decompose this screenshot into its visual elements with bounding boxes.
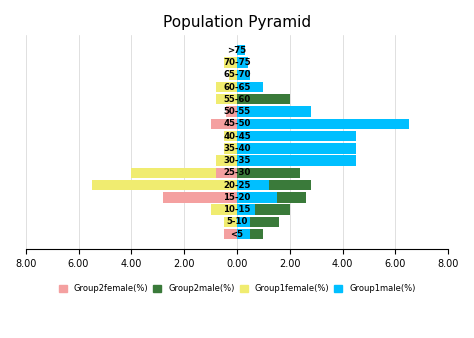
Bar [237,82,250,92]
Bar [224,131,237,141]
Bar [237,192,277,202]
Bar [237,70,250,80]
Bar [237,180,311,190]
Bar [237,155,290,166]
Bar [224,143,237,153]
Text: 15-20: 15-20 [223,193,251,202]
Bar [237,106,269,117]
Bar [237,45,242,55]
Text: 20-25: 20-25 [223,180,251,190]
Bar [210,204,237,215]
Text: 50-55: 50-55 [223,107,251,116]
Bar [92,180,237,190]
Bar [237,143,279,153]
Bar [237,131,274,141]
Bar [224,217,237,227]
Bar [237,143,356,153]
Text: 30-35: 30-35 [223,156,251,165]
Bar [197,192,237,202]
Title: Population Pyramid: Population Pyramid [163,15,311,30]
Text: 45-50: 45-50 [223,119,251,128]
Text: 70-75: 70-75 [223,58,251,67]
Bar [237,94,290,104]
Bar [224,57,237,68]
Text: 55-60: 55-60 [223,95,251,104]
Bar [237,180,269,190]
Legend: Group2female(%), Group2male(%), Group1female(%), Group1male(%): Group2female(%), Group2male(%), Group1fe… [55,281,419,297]
Bar [237,155,356,166]
Bar [224,229,237,239]
Bar [210,119,237,129]
Bar [237,82,264,92]
Bar [237,70,250,80]
Bar [237,204,255,215]
Bar [163,192,237,202]
Bar [237,217,250,227]
Bar [237,57,247,68]
Bar [216,94,237,104]
Bar [216,168,237,178]
Bar [237,119,264,129]
Text: >75: >75 [228,46,246,55]
Bar [229,70,237,80]
Bar [237,168,301,178]
Bar [237,229,264,239]
Text: 35-40: 35-40 [223,144,251,153]
Bar [227,106,237,117]
Bar [237,229,250,239]
Bar [216,82,237,92]
Bar [216,155,237,166]
Bar [237,192,306,202]
Bar [237,57,247,68]
Text: 40-45: 40-45 [223,131,251,141]
Text: 60-65: 60-65 [223,82,251,92]
Bar [237,119,409,129]
Bar [237,217,279,227]
Bar [237,45,245,55]
Text: <5: <5 [230,230,244,239]
Text: 5-10: 5-10 [226,217,248,226]
Bar [237,204,290,215]
Bar [237,131,356,141]
Bar [237,106,311,117]
Text: 65-70: 65-70 [223,70,251,79]
Bar [131,168,237,178]
Text: 10-15: 10-15 [223,205,251,214]
Text: 25-30: 25-30 [223,168,251,177]
